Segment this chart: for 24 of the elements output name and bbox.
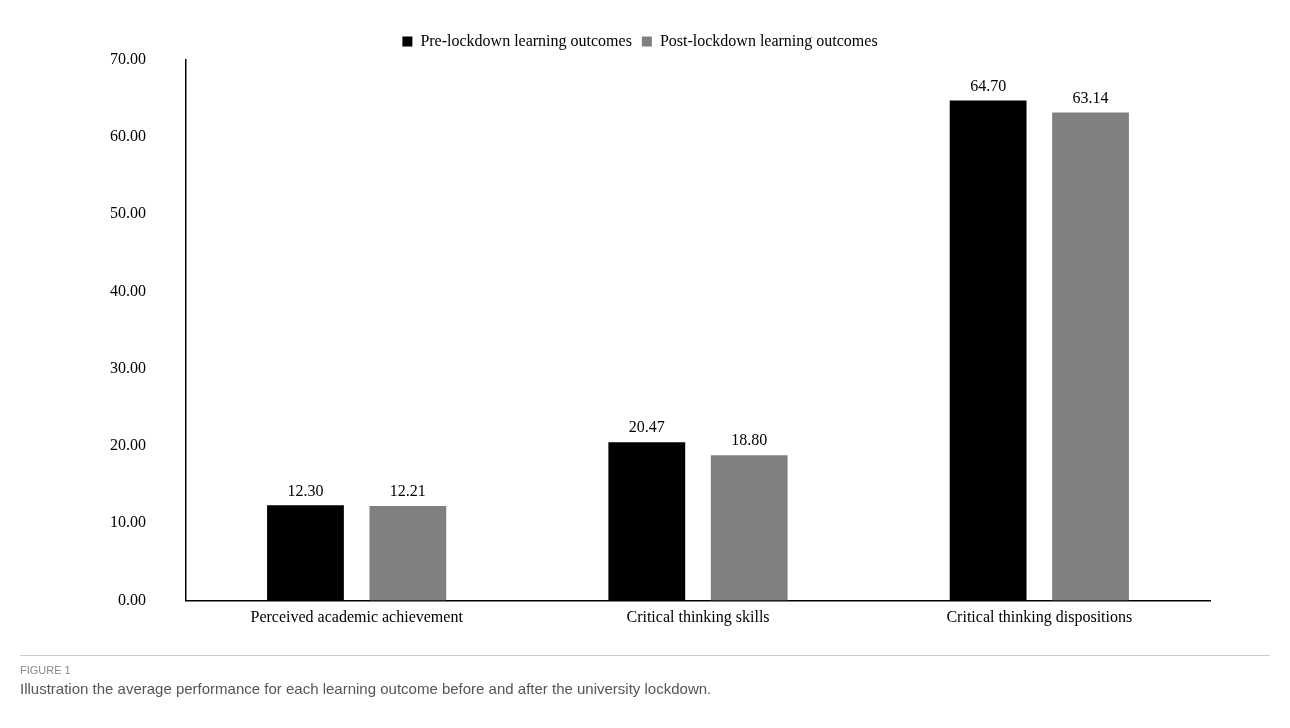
data-label: 12.21 xyxy=(389,482,426,500)
data-label: 20.47 xyxy=(628,418,665,436)
y-tick-label: 30.00 xyxy=(110,358,146,376)
x-tick-label: Perceived academic achievement xyxy=(250,608,464,626)
y-tick-label: 50.00 xyxy=(110,204,146,222)
y-tick-label: 40.00 xyxy=(110,281,146,299)
data-label: 12.30 xyxy=(287,481,324,499)
y-tick-label: 20.00 xyxy=(110,436,146,454)
data-label: 18.80 xyxy=(731,431,768,449)
y-tick-label: 60.00 xyxy=(110,127,146,145)
bar xyxy=(710,455,788,601)
legend-label: Pre-lockdown learning outcomes xyxy=(420,31,632,50)
caption: FIGURE 1 xyxy=(20,664,72,676)
y-tick-label: 10.00 xyxy=(110,513,146,531)
y-tick-label: 70.00 xyxy=(110,49,146,67)
bar xyxy=(369,506,447,601)
y-tick-label: 0.00 xyxy=(118,590,146,608)
text: Illustration the average performance for each learning outcome before and after the university lockdown. xyxy=(20,680,713,697)
x-tick-label: Critical thinking dispositions xyxy=(946,608,1133,627)
x-tick-label: Critical thinking skills xyxy=(626,608,770,627)
data-label: 63.14 xyxy=(1072,88,1109,106)
data-label: 64.70 xyxy=(970,76,1007,94)
bar xyxy=(1052,112,1129,601)
legend-label: Post-lockdown learning outcomes xyxy=(659,31,878,50)
